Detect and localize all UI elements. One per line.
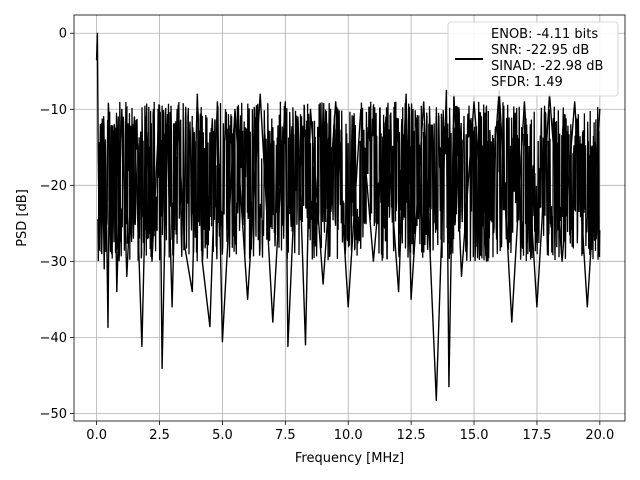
data-point [97, 154, 99, 156]
series-line [95, 33, 601, 401]
x-tick-label: 17.5 [522, 428, 551, 443]
data-point [176, 108, 178, 110]
data-point [234, 108, 236, 110]
data-point [247, 298, 249, 300]
data-point [561, 260, 563, 262]
data-point [107, 326, 109, 329]
data-point [410, 298, 412, 300]
x-tick-label: 7.5 [275, 428, 296, 443]
data-point [272, 321, 274, 323]
data-point [158, 104, 161, 107]
data-point [146, 131, 148, 133]
data-point [171, 306, 173, 308]
data-point [445, 89, 447, 91]
x-tick-label: 10.0 [334, 428, 363, 443]
data-point [372, 260, 374, 262]
y-tick-label: 0 [59, 27, 67, 42]
data-point [574, 101, 576, 103]
data-point [108, 184, 110, 186]
data-point [101, 253, 103, 255]
data-point [523, 101, 526, 103]
data-point [102, 169, 104, 171]
data-point [405, 93, 407, 95]
legend-entry: SINAD: -22.98 dB [491, 59, 603, 74]
data-point [536, 306, 538, 308]
data-point [166, 123, 168, 126]
data-point [435, 399, 437, 402]
data-point [151, 260, 153, 262]
data-point [473, 101, 475, 103]
data-point [460, 275, 463, 278]
data-point [309, 108, 312, 110]
data-point [104, 139, 106, 141]
data-point [216, 101, 218, 103]
data-point [322, 283, 324, 285]
data-point [360, 108, 362, 110]
data-point [126, 275, 128, 278]
data-point [398, 291, 400, 293]
noise-trace [97, 100, 601, 262]
data-point [191, 291, 193, 293]
data-point [486, 260, 488, 262]
x-tick-label: 2.5 [149, 428, 170, 443]
axis-ticks: 0.0 2.5 5.0 7.5 10.0 12.5 15.0 17.5 20.0 0 −10 −20 −… [40, 27, 615, 443]
data-point [116, 291, 118, 293]
data-point [196, 93, 198, 95]
data-point [284, 101, 286, 103]
x-tick-label: 5.0 [212, 428, 233, 443]
data-point [335, 101, 337, 103]
data-point [161, 367, 163, 370]
x-tick-label: 12.5 [397, 428, 426, 443]
y-axis-label: PSD [dB] [15, 189, 30, 247]
data-point [347, 306, 349, 308]
x-tick-label: 20.0 [585, 428, 614, 443]
legend-box [447, 21, 619, 97]
legend-entry: SFDR: 1.49 [491, 75, 563, 90]
data-point [106, 230, 108, 232]
data-point [209, 326, 211, 328]
y-tick-label: −40 [40, 331, 67, 346]
data-point [304, 344, 307, 346]
data-point [113, 123, 115, 126]
data-point [96, 59, 98, 61]
data-point [287, 345, 289, 348]
data-point [99, 123, 101, 126]
x-tick-label: 15.0 [460, 428, 489, 443]
data-point [599, 108, 601, 110]
data-point [423, 101, 425, 103]
legend-entry: ENOB: -4.11 bits [491, 27, 598, 42]
x-axis-label: Frequency [MHz] [295, 451, 404, 466]
y-tick-label: −30 [40, 255, 67, 270]
data-point [259, 93, 261, 95]
y-tick-label: −50 [40, 407, 67, 422]
x-tick-label: 0.0 [86, 428, 107, 443]
legend-entry: SNR: -22.95 dB [491, 43, 589, 58]
noise-floor-band [97, 100, 601, 262]
data-point [103, 268, 105, 270]
data-point [111, 253, 113, 255]
data-point [141, 345, 143, 348]
data-point [586, 306, 588, 308]
data-point [297, 116, 299, 118]
data-point [201, 260, 203, 262]
plot-frame [73, 14, 626, 422]
data-point [448, 386, 450, 388]
data-point [96, 32, 98, 34]
y-tick-label: −10 [40, 103, 67, 118]
data-point [184, 245, 186, 247]
data-point [98, 222, 100, 224]
data-point [133, 116, 135, 118]
y-tick-label: −20 [40, 179, 67, 194]
data-point [121, 108, 123, 110]
data-point [511, 321, 513, 323]
data-point [385, 116, 387, 118]
data-point [221, 341, 223, 343]
